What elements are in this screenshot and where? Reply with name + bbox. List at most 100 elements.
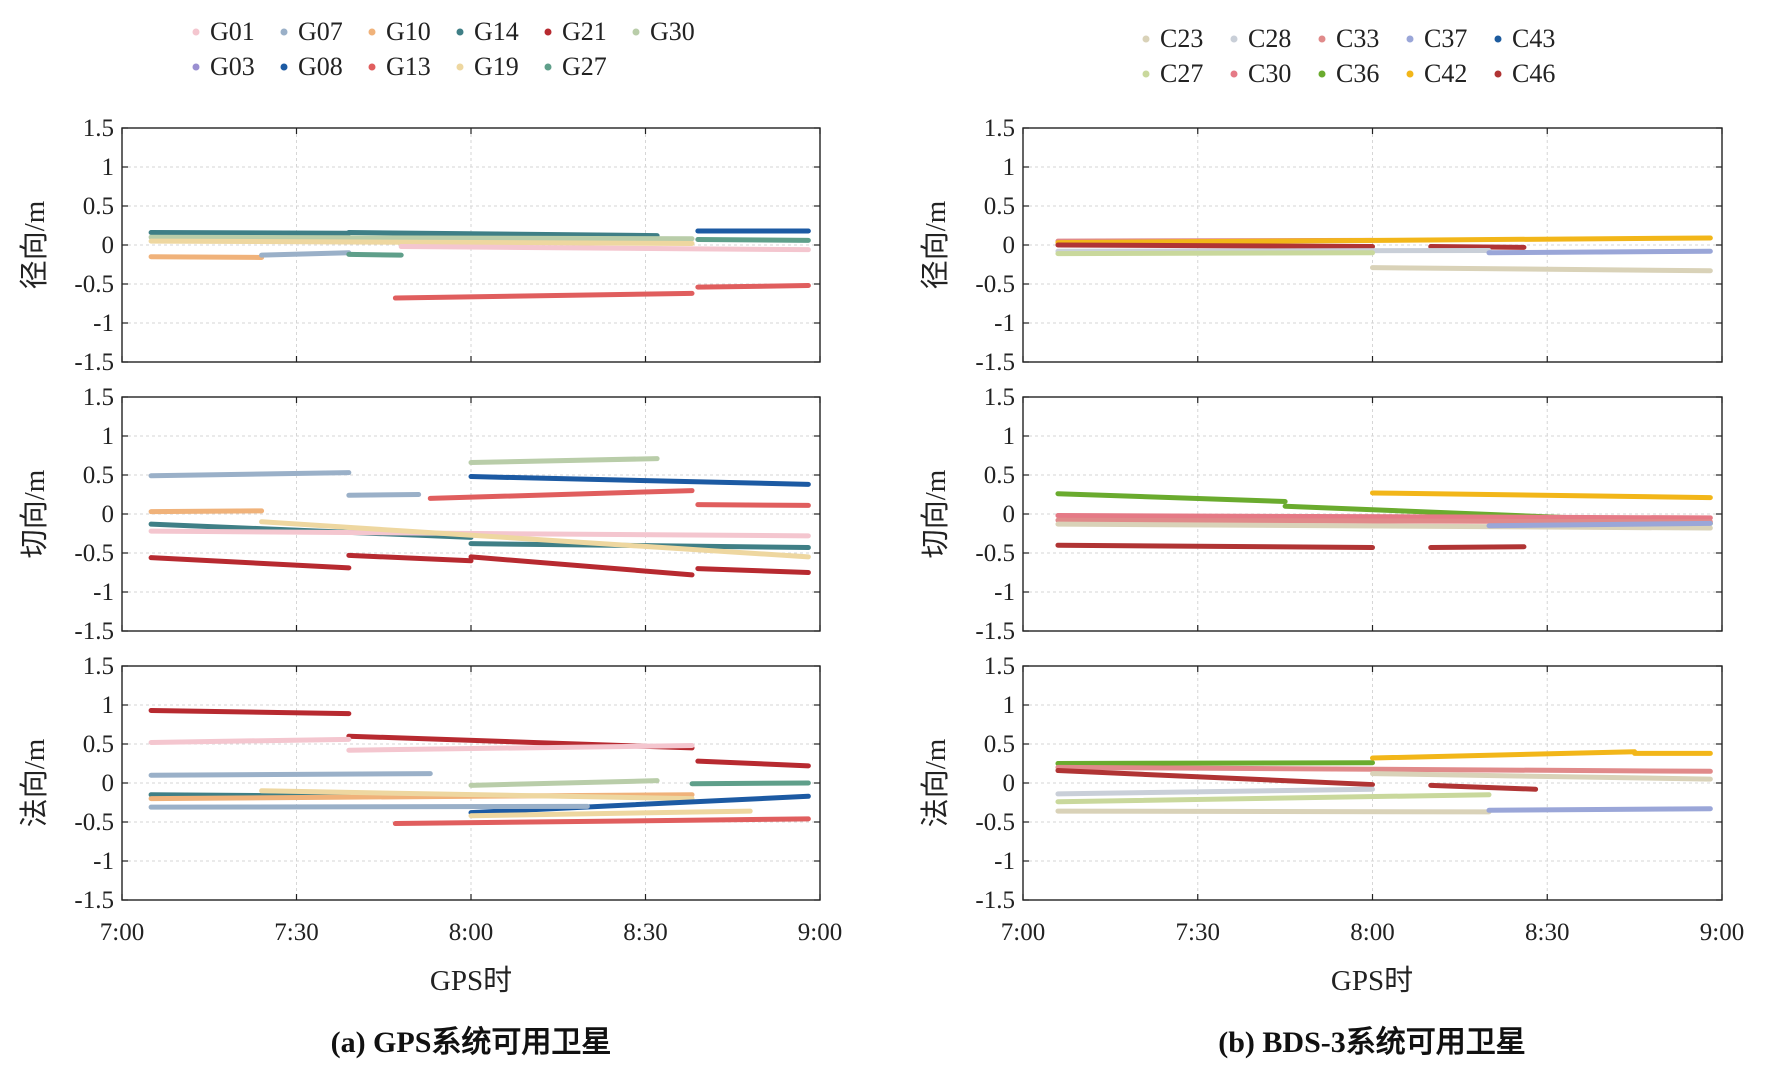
legend-label-G19: G19 bbox=[474, 52, 519, 81]
series-segment-C33 bbox=[1055, 764, 1713, 774]
chart-caption: (b) BDS-3系统可用卫星 bbox=[1218, 1025, 1526, 1059]
x-tick-label: 8:00 bbox=[449, 919, 493, 946]
series-segment-C23 bbox=[1370, 265, 1713, 274]
series-segment-C37 bbox=[1486, 520, 1713, 529]
y-axis-label: 切向/m bbox=[919, 469, 952, 558]
legend-marker-C23 bbox=[1142, 35, 1150, 43]
series-segment-C30 bbox=[1055, 513, 1713, 521]
y-tick-label: 0 bbox=[102, 232, 115, 259]
y-tick-label: 0.5 bbox=[984, 731, 1015, 758]
x-tick-label: 7:00 bbox=[1001, 919, 1045, 946]
legend-label-G21: G21 bbox=[562, 17, 607, 46]
legend-marker-C46 bbox=[1494, 70, 1502, 78]
series-segment-G21 bbox=[695, 566, 811, 575]
y-tick-label: -1.5 bbox=[975, 618, 1015, 645]
x-tick-label: 7:30 bbox=[274, 919, 318, 946]
legend-marker-C28 bbox=[1230, 35, 1238, 43]
series-segment-G07 bbox=[148, 803, 590, 810]
y-tick-label: 0 bbox=[1003, 770, 1016, 797]
series-segment-G10 bbox=[148, 508, 265, 515]
x-tick-label: 9:00 bbox=[798, 919, 842, 946]
y-tick-label: 0.5 bbox=[83, 193, 114, 220]
chart-gps: G01 G07 G10 G14 G21 G30 G03 G08 G13 G19 G27 1.5 1 0.5… bbox=[18, 17, 842, 1059]
x-tick-label: 8:30 bbox=[1525, 919, 1569, 946]
y-axis-label: 法向/m bbox=[919, 738, 952, 827]
series-segment-G07 bbox=[148, 771, 433, 778]
y-tick-label: 1 bbox=[102, 154, 115, 181]
y-axis-label: 法向/m bbox=[18, 738, 51, 827]
legend-marker-C42 bbox=[1406, 70, 1414, 78]
legend-marker-G30 bbox=[632, 28, 640, 36]
series-segment-C28 bbox=[1055, 786, 1375, 797]
series-segment-G14 bbox=[346, 230, 660, 239]
series-segment-G08 bbox=[468, 793, 811, 816]
panel-1: 1.5 1 0.5 0 -0.5 -1 -1.5 径向/m bbox=[18, 115, 821, 376]
series-segment-C23 bbox=[1370, 771, 1713, 782]
legend-marker-C30 bbox=[1230, 70, 1238, 78]
y-tick-label: 1.5 bbox=[984, 653, 1015, 680]
y-tick-label: -0.5 bbox=[975, 540, 1015, 567]
y-tick-label: 1.5 bbox=[83, 384, 114, 411]
series-segment-C46 bbox=[1055, 768, 1375, 788]
series-segment-G01 bbox=[148, 736, 352, 745]
y-tick-label: 0.5 bbox=[83, 462, 114, 489]
panel-2: 1.5 1 0.5 0 -0.5 -1 -1.5 切向/m bbox=[18, 384, 821, 645]
legend-label-G13: G13 bbox=[386, 52, 431, 81]
legend-label-G07: G07 bbox=[298, 17, 343, 46]
y-tick-label: 0.5 bbox=[984, 193, 1015, 220]
legend-marker-C37 bbox=[1406, 35, 1414, 43]
series-segment-G27 bbox=[346, 251, 404, 258]
series-segment-G13 bbox=[695, 283, 811, 290]
legend-marker-C33 bbox=[1318, 35, 1326, 43]
y-tick-label: -0.5 bbox=[74, 271, 114, 298]
legend-label-G27: G27 bbox=[562, 52, 607, 81]
y-tick-label: -1 bbox=[994, 579, 1015, 606]
y-tick-label: 1 bbox=[1003, 692, 1016, 719]
legend-marker-C36 bbox=[1318, 70, 1326, 78]
series-segment-C23 bbox=[1055, 521, 1713, 531]
legend-marker-C43 bbox=[1494, 35, 1502, 43]
y-tick-label: -1 bbox=[93, 310, 114, 337]
y-tick-label: -1 bbox=[93, 848, 114, 875]
y-tick-label: -1.5 bbox=[74, 887, 114, 914]
legend-label-C27: C27 bbox=[1160, 59, 1203, 88]
series-segment-G27 bbox=[695, 237, 811, 243]
series-segment-G01 bbox=[398, 244, 811, 253]
x-tick-label: 8:30 bbox=[623, 919, 667, 946]
legend-marker-G14 bbox=[456, 28, 464, 36]
y-tick-label: -1 bbox=[994, 310, 1015, 337]
legend-label-G03: G03 bbox=[210, 52, 255, 81]
legend-label-C30: C30 bbox=[1248, 59, 1291, 88]
series-segment-G21 bbox=[148, 555, 352, 571]
series-segment-C23 bbox=[1055, 808, 1492, 815]
y-tick-label: 0 bbox=[1003, 232, 1016, 259]
panel-1: 1.5 1 0.5 0 -0.5 -1 -1.5 径向/m bbox=[919, 115, 1723, 376]
y-axis-label: 径向/m bbox=[919, 200, 952, 289]
y-tick-label: 0 bbox=[102, 501, 115, 528]
legend-label-C28: C28 bbox=[1248, 24, 1291, 53]
legend-marker-G21 bbox=[544, 28, 552, 36]
series-segment-G19 bbox=[259, 519, 811, 560]
legend-marker-G13 bbox=[368, 63, 376, 71]
series-segment-G21 bbox=[695, 758, 811, 769]
series-segment-G01 bbox=[346, 743, 695, 753]
series-segment-G07 bbox=[148, 470, 352, 479]
series-segment-G21 bbox=[346, 552, 474, 564]
legend-label-G14: G14 bbox=[474, 17, 519, 46]
y-tick-label: 1 bbox=[102, 692, 115, 719]
y-tick-label: -1.5 bbox=[975, 887, 1015, 914]
series-segment-C42 bbox=[1370, 490, 1713, 501]
legend-label-C42: C42 bbox=[1424, 59, 1467, 88]
series-segment-G19 bbox=[148, 238, 695, 246]
series-segment-G30 bbox=[468, 456, 660, 466]
series-segment-C46 bbox=[1055, 542, 1375, 551]
series-segment-G30 bbox=[468, 778, 660, 788]
series-segment-C36 bbox=[1055, 760, 1375, 766]
legend-marker-G27 bbox=[544, 63, 552, 71]
y-tick-label: 0 bbox=[102, 770, 115, 797]
legend-label-C37: C37 bbox=[1424, 24, 1467, 53]
x-tick-label: 7:00 bbox=[100, 919, 144, 946]
series-segment-G13 bbox=[392, 816, 811, 827]
x-tick-label: 7:30 bbox=[1176, 919, 1220, 946]
